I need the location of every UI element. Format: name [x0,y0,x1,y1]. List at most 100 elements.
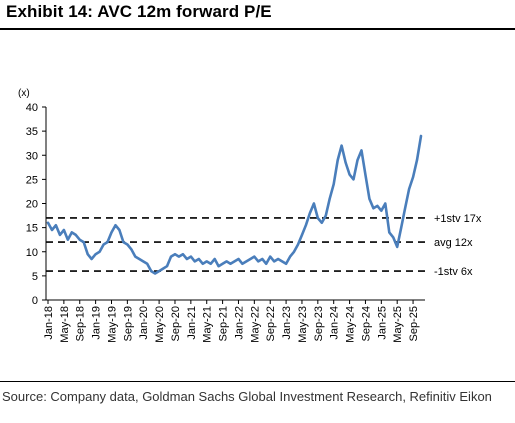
data-point [55,224,57,227]
x-tick-label: Sep-23 [313,306,325,341]
data-point [217,265,220,268]
data-point [114,224,117,227]
data-point [213,258,216,260]
data-point [162,267,164,270]
tick-labels: 0 5 10 15 20 25 30 35 40 Jan-18 May-18 Sep-18 Jan-19… [26,102,420,343]
data-point [154,272,157,275]
x-tick-label: Jan-21 [186,306,198,340]
data-point [356,159,359,161]
data-point [257,260,260,263]
data-point [316,217,319,219]
data-point [178,255,180,258]
x-tick-label: Sep-20 [170,306,182,341]
data-point [364,173,367,176]
x-tick-label: Jan-25 [376,306,388,340]
data-point [420,135,422,137]
data-point [348,173,351,176]
data-point [118,229,121,231]
data-point [98,250,101,253]
x-tick-label: Sep-25 [408,306,420,341]
data-point [261,258,264,260]
x-tick-label: May-19 [106,306,118,343]
reference-line-labels: +1stv 17x avg 12x -1stv 6x [434,213,482,278]
x-tick-label: Sep-19 [122,306,134,341]
x-tick-label: Sep-22 [265,306,277,341]
reference-line-label: +1stv 17x [434,213,482,225]
pe-line-chart: (x) 0 5 10 15 20 25 30 35 40 Jan-18 May-18 Sep-18 Ja… [18,88,482,343]
axes [42,106,425,304]
data-point [265,262,268,265]
x-tick-label: May-22 [249,306,261,343]
chart-title: Exhibit 14: AVC 12m forward P/E [6,2,272,21]
data-point [281,260,284,263]
data-point [205,260,208,263]
y-tick-label: 10 [26,247,38,259]
data-point [400,226,403,229]
data-point [277,258,280,260]
x-tick-label: Sep-24 [360,306,372,341]
data-point [396,246,399,248]
reference-line-label: avg 12x [434,237,473,249]
data-point [134,255,137,258]
data-point [273,260,276,263]
x-tick-label: Jan-22 [233,306,245,340]
y-tick-label: 0 [32,295,38,307]
data-point [51,229,53,231]
data-point [126,243,129,246]
data-point [285,262,287,265]
data-point [86,253,89,256]
data-point [102,243,105,246]
reference-line-label: -1stv 6x [434,266,473,278]
title-divider [0,28,515,30]
data-point [47,221,49,224]
data-point [185,258,188,260]
source-divider [0,381,515,382]
data-point [130,248,133,251]
data-point [297,243,299,246]
data-point [70,231,73,234]
data-point [74,233,77,236]
x-tick-label: May-24 [345,306,357,343]
x-tick-label: Jan-18 [43,306,55,340]
x-tick-label: Jan-19 [91,306,103,340]
data-point [312,202,315,205]
data-point [412,176,414,178]
data-point [209,262,212,265]
data-point [372,207,375,210]
reference-lines [46,217,425,272]
x-tick-label: May-21 [202,306,214,343]
y-tick-label: 20 [26,199,38,211]
data-point [193,260,196,263]
data-point [201,262,204,265]
data-point [122,241,125,244]
data-point [94,253,97,256]
x-tick-label: Jan-24 [329,306,341,340]
data-point [182,253,184,256]
data-point [110,231,113,234]
data-point [82,241,85,244]
data-point [352,178,355,181]
data-point [142,260,145,263]
data-point [241,262,244,265]
data-point [253,255,256,258]
data-point [150,270,153,272]
data-point [249,258,252,260]
data-point [388,231,391,234]
y-tick-label: 30 [26,150,38,162]
data-point [174,253,176,256]
y-tick-label: 35 [26,126,38,138]
y-tick-label: 5 [32,271,38,283]
data-point [340,144,343,147]
data-point [360,149,363,152]
data-point [328,197,331,200]
x-tick-label: Sep-18 [75,306,87,341]
x-tick-label: May-23 [297,306,309,343]
data-point [90,258,93,260]
data-point [301,233,303,236]
data-point [146,262,149,265]
x-tick-label: Jan-20 [138,306,150,340]
series-group [46,134,423,275]
data-point [293,250,295,253]
data-point [225,260,228,263]
x-tick-label: Jan-23 [281,306,293,340]
